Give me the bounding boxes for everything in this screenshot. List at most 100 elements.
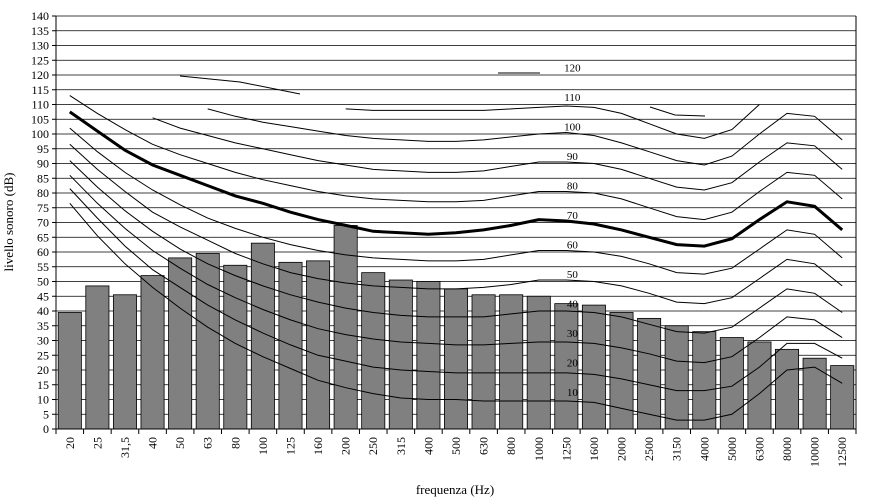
x-tick-label: 5000: [725, 437, 739, 461]
x-tick-label: 3150: [670, 437, 684, 461]
y-tick-label: 115: [31, 83, 49, 97]
y-tick-label: 130: [31, 39, 49, 53]
y-axis-title: livello sonoro (dB): [1, 173, 16, 272]
curve-label-120: 120: [564, 63, 581, 75]
y-tick-label: 140: [31, 9, 49, 23]
x-tick-label: 400: [421, 437, 435, 455]
x-tick-label: 4000: [697, 437, 711, 461]
curve-label-110: 110: [564, 92, 581, 104]
y-tick-label: 45: [37, 289, 49, 303]
x-tick-label: 250: [366, 437, 380, 455]
bar: [471, 294, 496, 430]
y-tick-label: 65: [37, 230, 49, 244]
curve-70-highlight: [68, 110, 844, 248]
y-tick-label: 5: [43, 407, 49, 421]
y-tick-label: 55: [37, 260, 49, 274]
x-tick-label: 20: [63, 437, 77, 449]
y-tick-label: 135: [31, 24, 49, 38]
curve-labels: 10 20 30 40 50 60 80 90 100 110 120 70: [564, 63, 581, 400]
x-tick-labels: 20 25 31,5 40 50 63 80 100 125 160 200 250 315 400 500…: [63, 437, 849, 467]
bar: [278, 261, 303, 430]
y-tick-label: 15: [37, 378, 49, 392]
bar: [388, 279, 413, 430]
x-tick-label: 200: [339, 437, 353, 455]
bar: [306, 260, 331, 430]
curve-80: [69, 95, 843, 221]
curve-110: [345, 104, 760, 139]
bar: [361, 272, 386, 430]
y-tick-label: 90: [37, 157, 49, 171]
curve-110-fragment: [649, 106, 706, 117]
bar: [664, 325, 689, 430]
curve-120-left: [179, 75, 301, 95]
y-tick-label: 80: [37, 186, 49, 200]
y-tick-label: 0: [43, 422, 49, 436]
x-tick-label: 125: [283, 437, 297, 455]
x-tick-label: 63: [201, 437, 215, 449]
y-tick-label: 95: [37, 142, 49, 156]
curve-60: [69, 127, 843, 275]
bar: [526, 295, 551, 430]
bar: [140, 275, 165, 430]
y-tick-label: 85: [37, 171, 49, 185]
curve-label-30: 30: [567, 328, 579, 340]
bar: [609, 312, 634, 430]
curve-30: [69, 174, 843, 364]
x-tick-label: 8000: [780, 437, 794, 461]
x-tick-label: 40: [146, 437, 160, 449]
bar: [168, 257, 193, 430]
curve-label-40: 40: [567, 299, 579, 311]
y-tick-label: 25: [37, 348, 49, 362]
x-tick-label: 630: [477, 437, 491, 455]
bar: [581, 304, 606, 430]
curve-label-10: 10: [567, 387, 579, 399]
curve-label-90: 90: [567, 151, 579, 163]
curve-label-60: 60: [567, 240, 579, 252]
bar: [830, 365, 855, 430]
curve-100: [207, 108, 843, 166]
curve-label-70: 70: [567, 210, 579, 222]
x-tick-label: 1250: [559, 437, 573, 461]
y-tick-label: 40: [37, 304, 49, 318]
x-tick-label: 2500: [642, 437, 656, 461]
bar: [416, 281, 441, 430]
x-tick-label: 31,5: [118, 437, 132, 458]
x-tick-label: 1600: [587, 437, 601, 461]
x-axis-title: frequenza (Hz): [416, 482, 494, 497]
x-tick-label: 100: [256, 437, 270, 455]
x-tick-label: 2000: [615, 437, 629, 461]
y-tick-labels: 0510152025303540455055606570758085909510…: [31, 9, 49, 436]
y-tick-label: 120: [31, 68, 49, 82]
x-tick-label: 160: [311, 437, 325, 455]
x-tick-label: 25: [90, 437, 104, 449]
x-tick-label: 10000: [808, 437, 822, 467]
y-tick-label: 70: [37, 216, 49, 230]
curve-50: [69, 143, 843, 305]
y-tick-label: 10: [37, 393, 49, 407]
curve-90: [152, 117, 843, 191]
curve-label-50: 50: [567, 269, 579, 281]
y-tick-label: 60: [37, 245, 49, 259]
bar: [444, 288, 468, 430]
y-tick-label: 110: [31, 98, 49, 112]
axes: [52, 15, 857, 434]
curve-label-100: 100: [564, 122, 581, 134]
bar: [775, 348, 800, 430]
y-tick-label: 35: [37, 319, 49, 333]
x-tick-label: 500: [449, 437, 463, 455]
x-tick-label: 50: [173, 437, 187, 449]
bar-series: [57, 225, 855, 430]
curve-40: [69, 160, 843, 334]
bar: [802, 357, 827, 430]
x-tick-label: 1000: [532, 437, 546, 461]
y-tick-label: 50: [37, 275, 49, 289]
x-tick-label: 80: [228, 437, 242, 449]
curve-20: [69, 188, 843, 392]
x-tick-label: 12500: [835, 437, 849, 467]
y-tick-label: 20: [37, 363, 49, 377]
bar: [112, 294, 137, 430]
bar: [692, 331, 717, 430]
y-tick-label: 105: [31, 112, 49, 126]
y-tick-label: 125: [31, 53, 49, 67]
